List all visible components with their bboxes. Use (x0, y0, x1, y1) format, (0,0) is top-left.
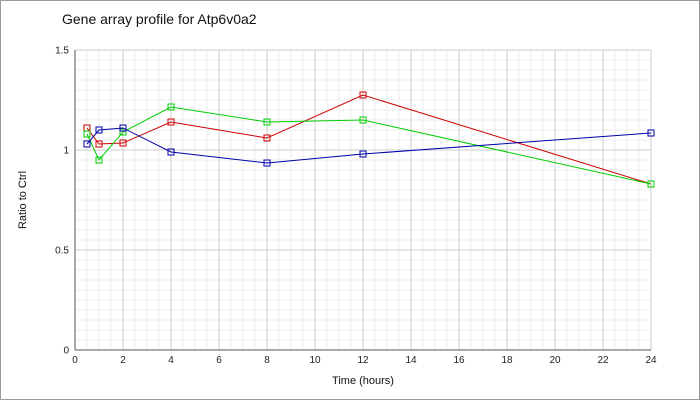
x-tick-label: 20 (549, 355, 561, 366)
x-tick-label: 10 (309, 355, 321, 366)
series-3 (83, 124, 655, 167)
chart-title: Gene array profile for Atp6v0a2 (62, 11, 257, 27)
x-tick-label: 18 (501, 355, 513, 366)
x-axis-title: Time (hours) (332, 375, 394, 387)
x-tick-label: 2 (120, 355, 126, 366)
data-point-marker (119, 128, 127, 136)
data-point-marker (263, 159, 271, 167)
data-point-marker (119, 139, 127, 147)
x-tick-label: 8 (264, 355, 270, 366)
data-point-marker (167, 118, 175, 126)
x-tick-label: 14 (405, 355, 417, 366)
series-line (86, 94, 652, 185)
y-tick-label: 1 (63, 146, 69, 157)
series-layer (83, 91, 655, 188)
data-point-marker (95, 126, 103, 134)
data-point-marker (119, 124, 127, 132)
x-tick-label: 16 (453, 355, 465, 366)
data-point-marker (95, 156, 103, 164)
data-point-marker (359, 116, 367, 124)
data-point-marker (263, 134, 271, 142)
data-point-marker (263, 118, 271, 126)
data-point-marker (167, 103, 175, 111)
data-point-marker (83, 130, 91, 138)
x-tick-label: 0 (72, 355, 78, 366)
x-tick-label: 12 (357, 355, 369, 366)
data-point-marker (95, 140, 103, 148)
y-tick-label: 0 (63, 346, 69, 357)
x-tick-label: 6 (216, 355, 222, 366)
data-point-marker (647, 180, 655, 188)
data-point-marker (359, 150, 367, 158)
y-tick-label: 0.5 (55, 246, 69, 257)
series-line (86, 127, 652, 164)
x-tick-label: 22 (597, 355, 609, 366)
data-point-marker (83, 140, 91, 148)
y-axis-title: Ratio to Ctrl (17, 171, 29, 229)
data-point-marker (167, 148, 175, 156)
series-line (86, 106, 652, 185)
axes (74, 50, 651, 351)
series-2 (83, 103, 655, 188)
x-tick-label: 4 (168, 355, 174, 366)
x-tick-label: 24 (645, 355, 657, 366)
data-point-marker (359, 91, 367, 99)
series-1 (83, 91, 655, 188)
y-tick-label: 1.5 (55, 46, 69, 57)
data-point-marker (647, 129, 655, 137)
